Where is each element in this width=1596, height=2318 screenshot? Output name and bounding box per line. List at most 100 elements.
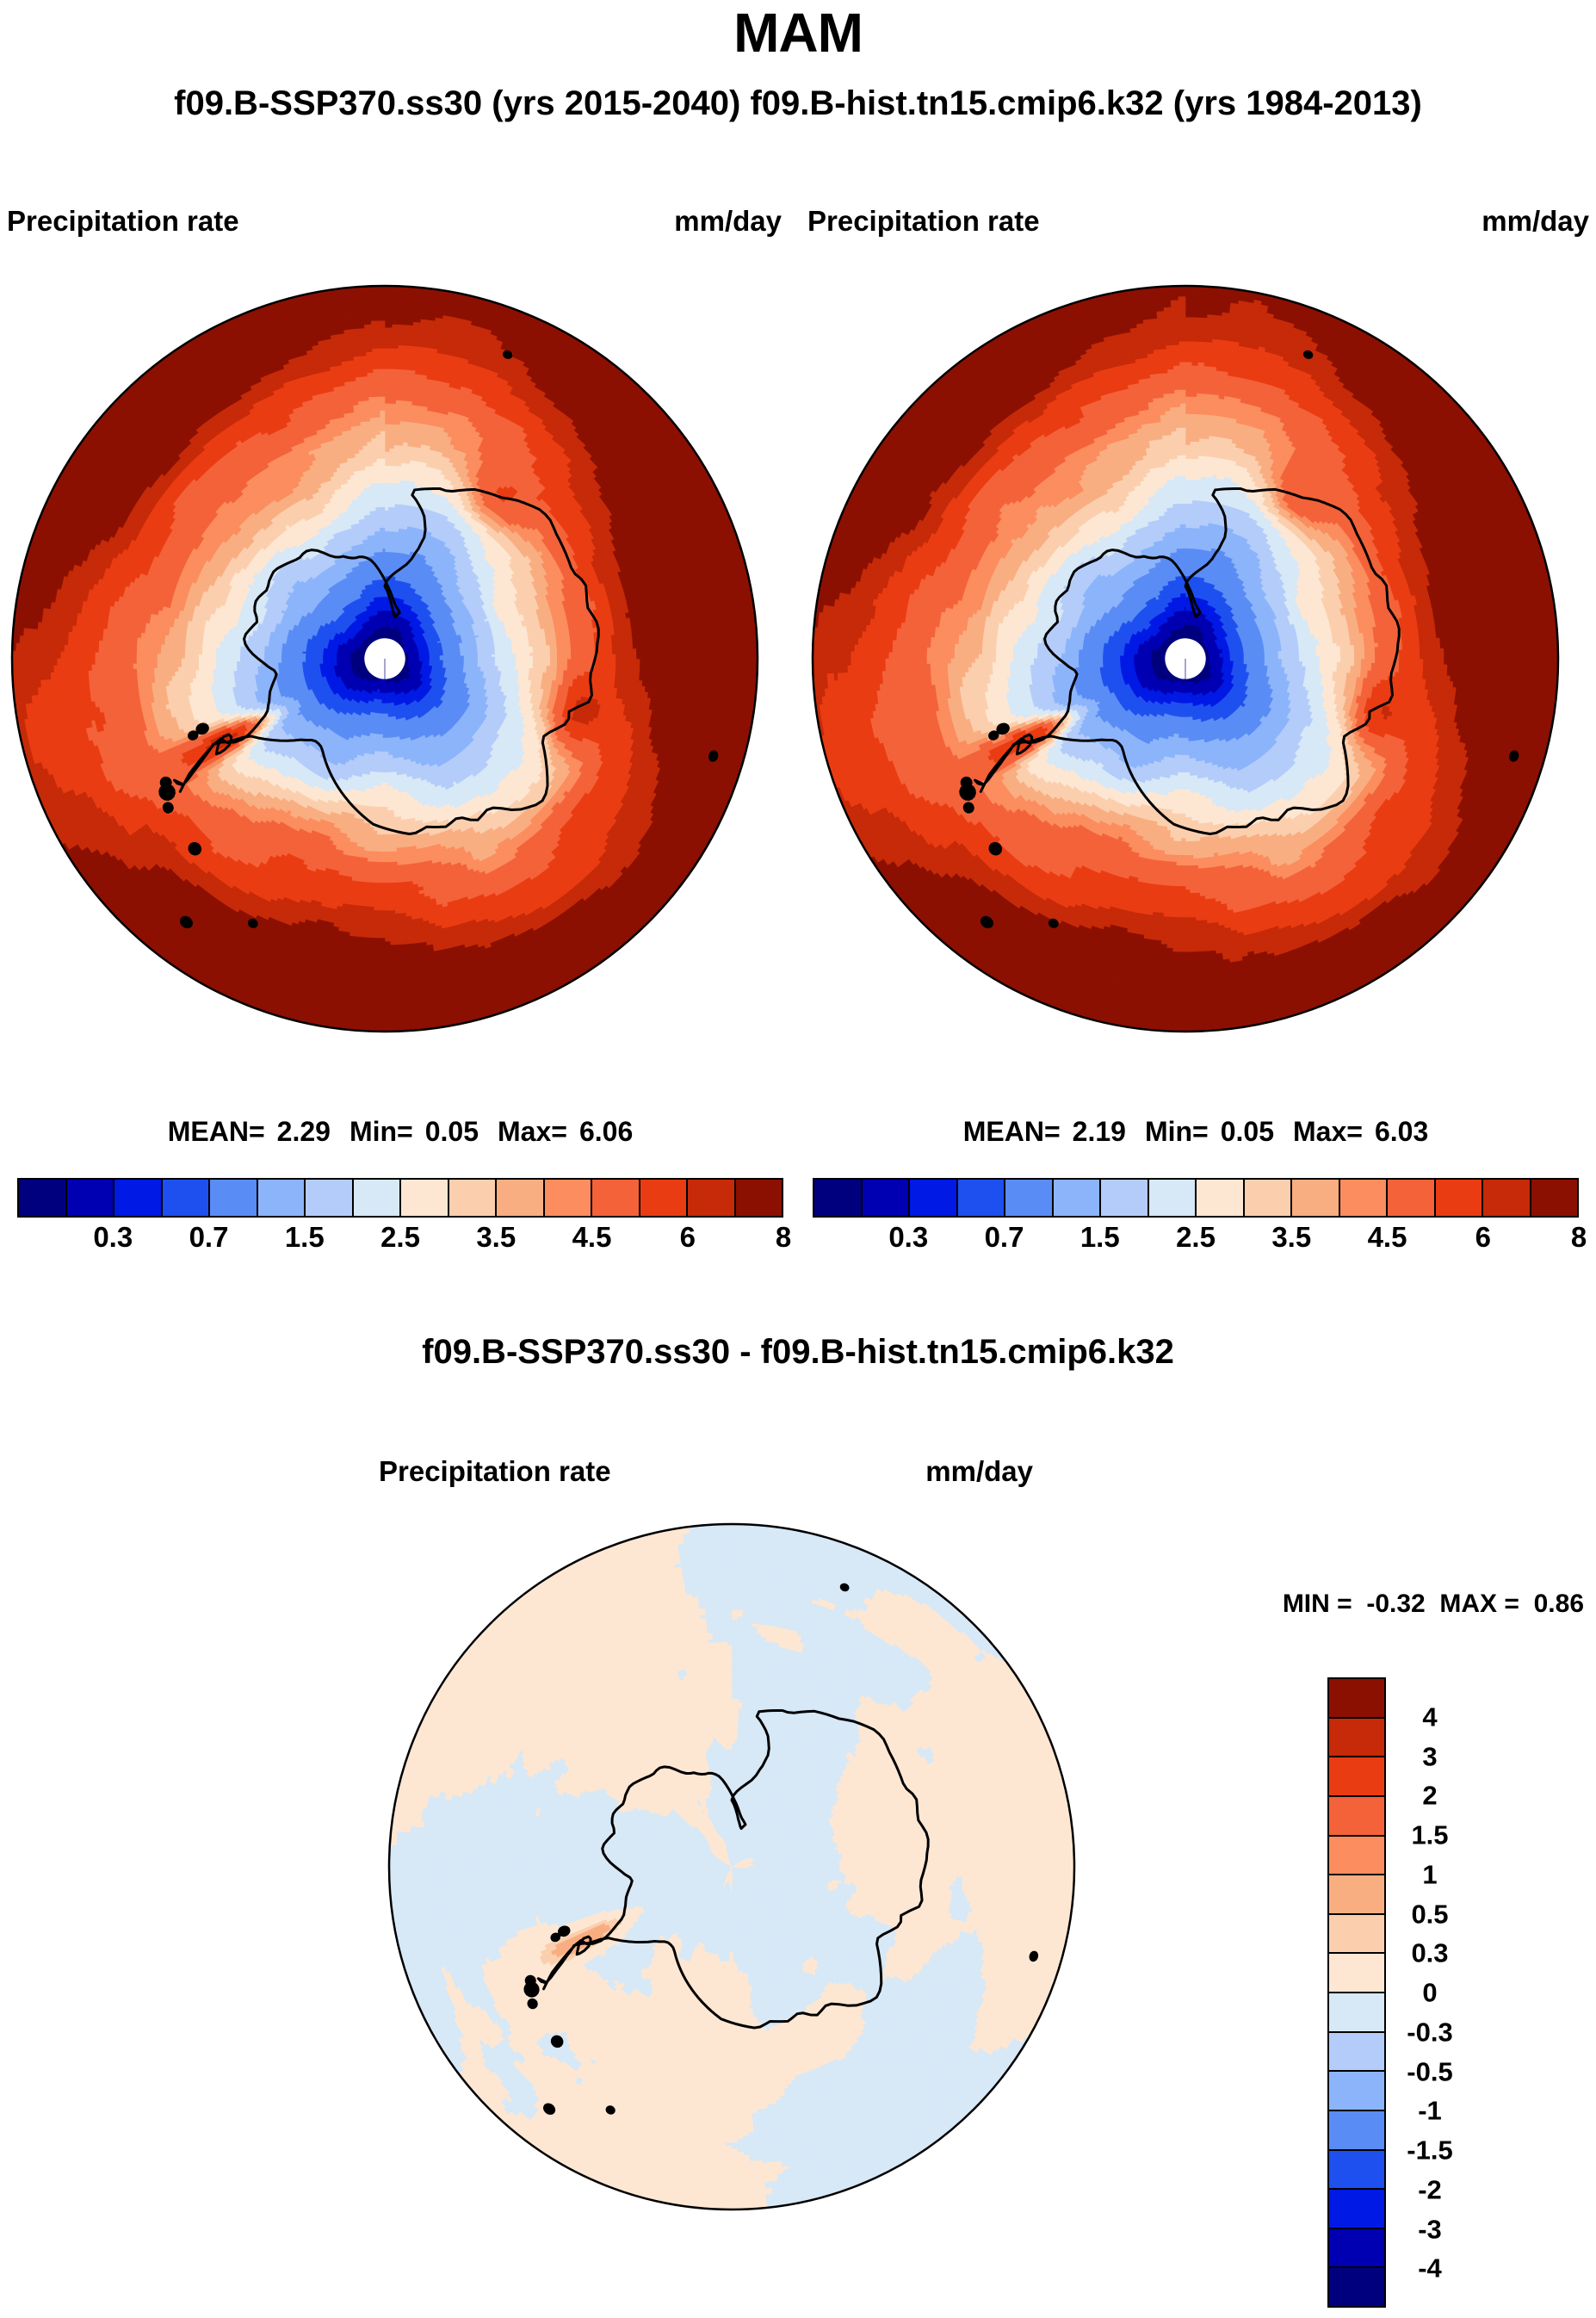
colorbar-cell (1329, 1757, 1384, 1797)
colorbar-cell (114, 1180, 163, 1216)
contour-band (384, 448, 390, 452)
colorbar-tick-label: 4.5 (1367, 1221, 1407, 1253)
contour-band (384, 506, 389, 511)
colorbar-cell (1329, 2268, 1384, 2306)
colorbar-cell (1329, 2150, 1384, 2191)
island (550, 2035, 564, 2048)
colorbar-cell (401, 1180, 449, 1216)
colorbar-tick-label: 0.7 (189, 1221, 229, 1253)
contour-band (301, 653, 306, 663)
map-svg (387, 1522, 1076, 2211)
right-min-value: 0.05 (1220, 1116, 1275, 1147)
map-right-historical (811, 284, 1560, 1033)
contour-band (384, 444, 394, 449)
contour-band (1176, 455, 1186, 460)
contour-band (1170, 302, 1186, 307)
contour-band (379, 689, 386, 694)
main-title: MAM (733, 2, 863, 64)
colorbar-cell (688, 1180, 736, 1216)
contour-band (1185, 772, 1191, 777)
map-boundary-circle (10, 284, 759, 1033)
island (980, 915, 994, 929)
diff-min-value: -0.32 (1366, 1590, 1426, 1618)
right-max-label: Max= (1293, 1116, 1363, 1147)
contour-band (384, 910, 396, 915)
colorbar-tick-label: -1.5 (1407, 2135, 1453, 2166)
contour-band (382, 734, 386, 739)
contour-band (1173, 837, 1182, 842)
island (1509, 750, 1519, 762)
island (247, 918, 258, 928)
contour-band (384, 809, 395, 815)
island (557, 1925, 571, 1937)
left-max-label: Max= (498, 1116, 567, 1147)
contour-band (1374, 641, 1379, 648)
contour-band (731, 1968, 739, 1972)
colorbar-difference: 4 3 2 1.5 1 0.5 0.3 0 -0.3 -0.5 -1 -1.5 -2 -3 -4 (1327, 1677, 1586, 2308)
colorbar-difference-cells (1327, 1677, 1386, 2308)
contour-band (1176, 861, 1186, 866)
island (960, 776, 973, 789)
left-max-value: 6.06 (578, 1116, 634, 1147)
colorbar-tick-label: -0.5 (1407, 2056, 1453, 2086)
colorbar-cell (957, 1180, 1005, 1216)
contour-band (1173, 475, 1186, 480)
colorbar-tick-label: 1 (1422, 1859, 1438, 1890)
left-mean-label: MEAN= (167, 1116, 265, 1147)
contour-band (379, 412, 386, 418)
colorbar-tick-label: 2 (1422, 1780, 1438, 1811)
contour-band (1179, 592, 1186, 598)
colorbar-tick-label: -2 (1418, 2174, 1442, 2205)
colorbar-cell (910, 1180, 958, 1216)
contour-band (379, 409, 386, 414)
right-min-label: Min= (1144, 1116, 1209, 1147)
contour-band (729, 1952, 733, 1956)
colorbar-tick-label: -4 (1418, 2253, 1442, 2284)
contour-band (1185, 441, 1191, 445)
contour-band (1191, 361, 1198, 366)
left-panel-stats: MEAN= 2.29 Min= 0.05 Max= 6.06 (0, 1118, 801, 1145)
contour-band (1185, 889, 1191, 894)
contour-band (731, 2139, 739, 2143)
left-panel-units: mm/day (674, 205, 782, 237)
colorbar-cell (1339, 1180, 1388, 1216)
contour-band (1178, 734, 1186, 739)
contour-band (723, 1745, 733, 1751)
contour-band (375, 458, 386, 463)
island (605, 2105, 616, 2115)
contour-band (384, 754, 394, 759)
contour-band (374, 506, 386, 511)
contour-band (725, 2142, 733, 2147)
colorbar-cell (1329, 2228, 1384, 2269)
contour-band (731, 1609, 743, 1614)
colorbar-cell (1101, 1180, 1149, 1216)
contour-band (1185, 392, 1197, 397)
contour-band (838, 1859, 844, 1872)
right-panel-stats: MEAN= 2.19 Min= 0.05 Max= 6.03 (795, 1118, 1596, 1145)
colorbar-cell (814, 1180, 863, 1216)
colorbar-cell (257, 1180, 306, 1216)
colorbar-cell (497, 1180, 545, 1216)
contour-band (731, 1615, 738, 1620)
colorbar-left-ticks: 0.3 0.7 1.5 2.5 3.5 4.5 6 8 (17, 1221, 791, 1261)
diff-panel-variable: Precipitation rate (379, 1455, 611, 1487)
contour-band (731, 1888, 733, 1893)
colorbar-cell (1292, 1180, 1340, 1216)
colorbar-tick-label: -3 (1418, 2214, 1442, 2244)
island (524, 1974, 536, 1986)
contour-band (384, 751, 390, 756)
contour-band (731, 1612, 743, 1617)
colorbar-cell (66, 1180, 114, 1216)
contour-band (379, 527, 386, 532)
island (179, 915, 194, 929)
contour-band (729, 1955, 733, 1960)
contour-band (384, 399, 396, 404)
colorbar-tick-label: -1 (1418, 2095, 1442, 2126)
contour-band (374, 434, 386, 438)
contour-band (439, 654, 444, 660)
contour-band (1185, 816, 1193, 821)
contour-band (728, 1881, 733, 1887)
contour-band (731, 1964, 739, 1969)
colorbar-tick-label: 3.5 (1271, 1221, 1312, 1253)
difference-title: f09.B-SSP370.ss30 - f09.B-hist.tn15.cmip… (422, 1333, 1174, 1371)
